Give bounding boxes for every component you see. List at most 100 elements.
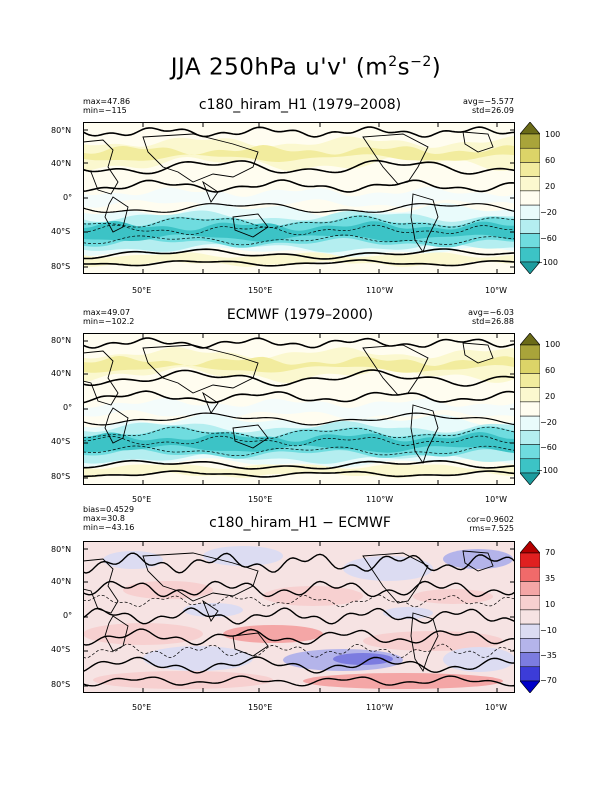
map-panel bbox=[83, 122, 515, 274]
colorbar-label: 100 bbox=[545, 130, 561, 139]
colorbar-segment bbox=[520, 444, 540, 460]
coastline bbox=[362, 133, 429, 185]
contour-band-negative bbox=[83, 187, 515, 209]
lon-label-50e: 50°E bbox=[132, 286, 152, 295]
coastline bbox=[202, 180, 219, 203]
contour-line bbox=[83, 643, 515, 659]
colorbar-segment bbox=[520, 415, 540, 431]
colorbar-label: −60 bbox=[540, 443, 557, 452]
lon-label-110w: 110°W bbox=[366, 703, 394, 712]
lat-label-80n: 80°N bbox=[51, 545, 72, 554]
map-panel bbox=[83, 541, 515, 693]
figure-title: JJA 250hPa u'v' (m2s−2) bbox=[170, 54, 442, 81]
colorbar-segment bbox=[520, 147, 540, 163]
coastlines bbox=[83, 131, 494, 254]
contour-line bbox=[83, 470, 515, 478]
colorbar-segment bbox=[520, 219, 540, 234]
contour-patch bbox=[183, 603, 243, 617]
colorbar-segment bbox=[520, 638, 540, 653]
contour-line bbox=[83, 337, 515, 349]
colorbar-arrow-top bbox=[520, 333, 540, 346]
contour-patch bbox=[443, 647, 515, 672]
contour-band-negative bbox=[83, 432, 515, 453]
lon-label-10w: 10°W bbox=[485, 495, 508, 504]
coastline bbox=[232, 424, 269, 449]
colorbar-label: 60 bbox=[545, 156, 556, 165]
contour-patch bbox=[143, 646, 253, 671]
lat-label-40n: 40°N bbox=[51, 577, 72, 586]
contour-line bbox=[83, 412, 515, 426]
colorbar bbox=[520, 333, 540, 485]
contour-line bbox=[83, 426, 515, 440]
contour-line bbox=[83, 459, 515, 470]
colorbar-segment bbox=[520, 344, 540, 360]
colorbar bbox=[520, 122, 540, 274]
colorbar-label: −60 bbox=[540, 234, 557, 243]
lat-label-eq: 0° bbox=[63, 193, 73, 202]
colorbar-label: −10 bbox=[540, 626, 557, 635]
colorbar-label: −100 bbox=[536, 466, 558, 475]
contour-line bbox=[83, 179, 515, 193]
panel-title: c180_hiram_H1 (1979–2008) bbox=[198, 97, 402, 113]
coastline bbox=[202, 599, 219, 622]
lat-label-40s: 40°S bbox=[51, 227, 71, 236]
lat-label-80s: 80°S bbox=[51, 680, 71, 689]
contour-line bbox=[83, 675, 515, 687]
lon-label-10w: 10°W bbox=[485, 286, 508, 295]
contour-line bbox=[83, 215, 515, 228]
left-stats: bias=0.4529 max=30.8 min=−43.16 bbox=[83, 505, 135, 532]
right-stats: cor=0.9602 rms=7.525 bbox=[466, 515, 514, 533]
colorbar-label: −100 bbox=[536, 258, 558, 267]
colorbar-arrow-bottom bbox=[520, 261, 540, 274]
contour-band-positive bbox=[83, 145, 515, 162]
coastline bbox=[462, 550, 494, 572]
colorbar-segment bbox=[520, 566, 540, 582]
colorbar-label: 10 bbox=[545, 600, 556, 609]
colorbar-segment bbox=[520, 162, 540, 177]
lat-label-eq: 0° bbox=[63, 403, 73, 412]
colorbar-segment bbox=[520, 581, 540, 596]
colorbar-arrow-bottom bbox=[520, 472, 540, 485]
contour-line bbox=[83, 248, 515, 260]
lat-label-40n: 40°N bbox=[51, 369, 72, 378]
contour-line bbox=[83, 628, 515, 646]
contour-line bbox=[83, 259, 515, 267]
panel-title: ECMWF (1979–2000) bbox=[226, 307, 374, 323]
contour-line bbox=[83, 369, 515, 387]
contour-patch bbox=[333, 653, 393, 665]
coastline bbox=[83, 558, 119, 614]
lat-label-80n: 80°N bbox=[51, 126, 72, 135]
contour-line bbox=[83, 159, 515, 175]
right-stats: avg=−6.03 std=26.88 bbox=[468, 308, 514, 326]
coastline bbox=[410, 193, 439, 254]
coastline bbox=[142, 344, 259, 394]
coastlines bbox=[83, 342, 494, 465]
right-stats: avg=−5.577 std=26.09 bbox=[462, 97, 514, 115]
colorbar-arrow-top bbox=[520, 122, 540, 135]
contour-patch bbox=[83, 623, 203, 645]
colorbar-segment bbox=[520, 204, 540, 220]
coastline bbox=[104, 615, 129, 652]
coastline bbox=[142, 552, 259, 602]
left-stats: max=49.07 min=−102.2 bbox=[83, 308, 135, 326]
colorbar-label: −70 bbox=[540, 676, 557, 685]
coastline bbox=[410, 404, 439, 465]
contour-line bbox=[83, 390, 515, 404]
colorbar-label: 35 bbox=[545, 574, 556, 583]
contour-patch bbox=[443, 549, 513, 569]
coastlines bbox=[83, 550, 494, 673]
contour-line bbox=[83, 203, 515, 213]
contour-patch bbox=[203, 546, 283, 566]
lon-label-50e: 50°E bbox=[132, 495, 152, 504]
colorbar-segment bbox=[520, 387, 540, 403]
colorbar-segment bbox=[520, 176, 540, 192]
lat-label-40s: 40°S bbox=[51, 645, 71, 654]
lat-label-80s: 80°S bbox=[51, 472, 71, 481]
colorbar-arrow-top bbox=[520, 541, 540, 554]
coastline bbox=[83, 350, 119, 406]
contour-patch bbox=[263, 586, 363, 606]
coastline bbox=[232, 213, 269, 238]
colorbar-segment bbox=[520, 401, 540, 417]
map-panel bbox=[83, 333, 515, 485]
left-stats: max=47.86 min=−115 bbox=[83, 97, 131, 115]
